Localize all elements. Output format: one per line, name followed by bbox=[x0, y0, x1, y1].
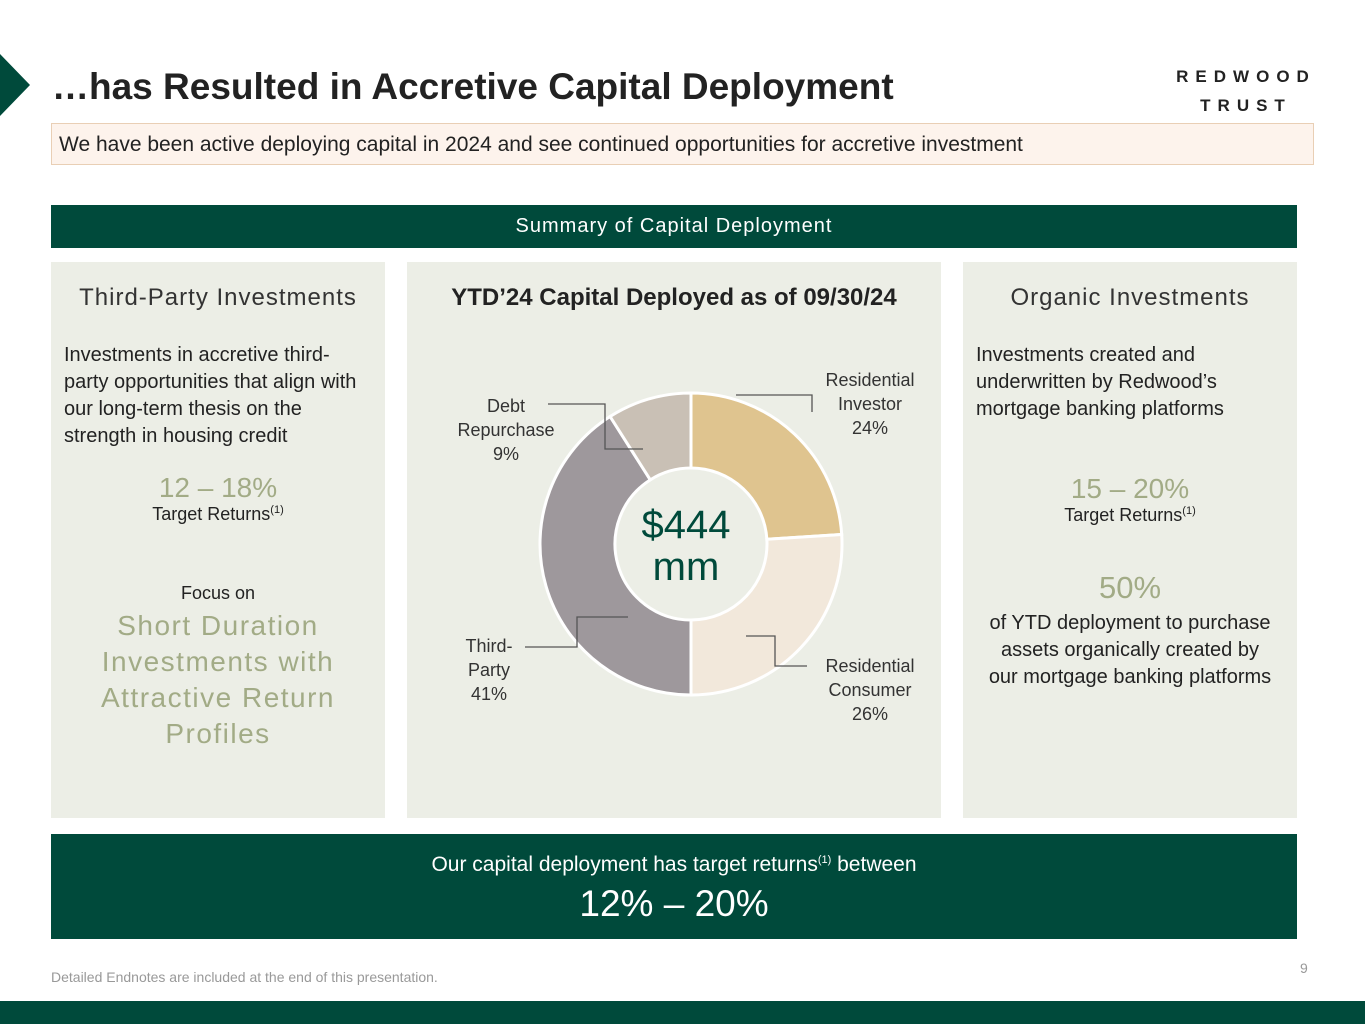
slice-debt-repurchase bbox=[608, 391, 693, 482]
chart-center-total: $444 mm bbox=[641, 503, 731, 589]
focus-label: Focus on bbox=[180, 583, 256, 603]
label-third-party: Third-Party 41% bbox=[465, 636, 513, 704]
organic-panel: Organic Investments Investments created … bbox=[963, 262, 1297, 818]
target-range: 12 – 18% bbox=[158, 472, 278, 503]
page-title: …has Resulted in Accretive Capital Deplo… bbox=[52, 66, 894, 107]
label-residential-consumer: Residential Consumer 26% bbox=[825, 656, 915, 724]
chart-panel: YTD’24 Capital Deployed as of 09/30/24 $… bbox=[407, 262, 941, 818]
panel-desc: Investments in accretive third-party opp… bbox=[64, 344, 357, 447]
label-debt-repurchase: Debt Repurchase 9% bbox=[457, 396, 555, 464]
panel-heading: Third-Party Investments bbox=[79, 284, 357, 311]
subtitle: We have been active deploying capital in… bbox=[51, 123, 1314, 165]
footer-strip bbox=[0, 1001, 1365, 1024]
panel-desc: Investments created and underwritten by … bbox=[976, 344, 1224, 420]
summary-text: Our capital deployment has target return… bbox=[431, 853, 917, 876]
summary-range: 12% – 20% bbox=[579, 883, 769, 924]
focus-text: Short Duration Investments with Attracti… bbox=[100, 610, 336, 749]
third-party-panel: Third-Party Investments Investments in a… bbox=[51, 262, 385, 818]
leader-line bbox=[548, 403, 643, 450]
section-band: Summary of Capital Deployment bbox=[51, 205, 1297, 248]
slice-residential-consumer bbox=[689, 532, 844, 697]
organic-pct-desc: of YTD deployment to purchase assets org… bbox=[988, 612, 1272, 688]
page-number: 9 bbox=[1300, 960, 1308, 976]
leader-line bbox=[746, 635, 807, 667]
logo: REDWOOD TRUST bbox=[1176, 67, 1316, 115]
summary-banner: Our capital deployment has target return… bbox=[51, 834, 1297, 939]
leader-line bbox=[525, 616, 628, 648]
slice-residential-investor bbox=[689, 391, 844, 541]
footnote: Detailed Endnotes are included at the en… bbox=[51, 969, 438, 985]
leader-line bbox=[736, 394, 813, 412]
target-label: Target Returns(1) bbox=[1064, 505, 1196, 525]
slice-third-party bbox=[538, 414, 693, 697]
target-label: Target Returns(1) bbox=[152, 504, 284, 524]
panel-heading: Organic Investments bbox=[1010, 284, 1250, 311]
section-arrow-icon bbox=[0, 54, 30, 116]
chart-title: YTD’24 Capital Deployed as of 09/30/24 bbox=[451, 284, 897, 311]
label-residential-investor: Residential Investor 24% bbox=[825, 370, 915, 438]
donut-chart bbox=[525, 391, 844, 697]
target-range: 15 – 20% bbox=[1070, 473, 1190, 504]
organic-pct: 50% bbox=[1098, 570, 1162, 605]
